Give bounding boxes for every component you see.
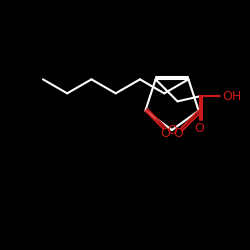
Text: O: O xyxy=(174,127,184,140)
Text: O: O xyxy=(160,127,170,140)
Text: OH: OH xyxy=(222,90,241,103)
Text: O: O xyxy=(194,122,204,135)
Text: O: O xyxy=(167,124,177,136)
